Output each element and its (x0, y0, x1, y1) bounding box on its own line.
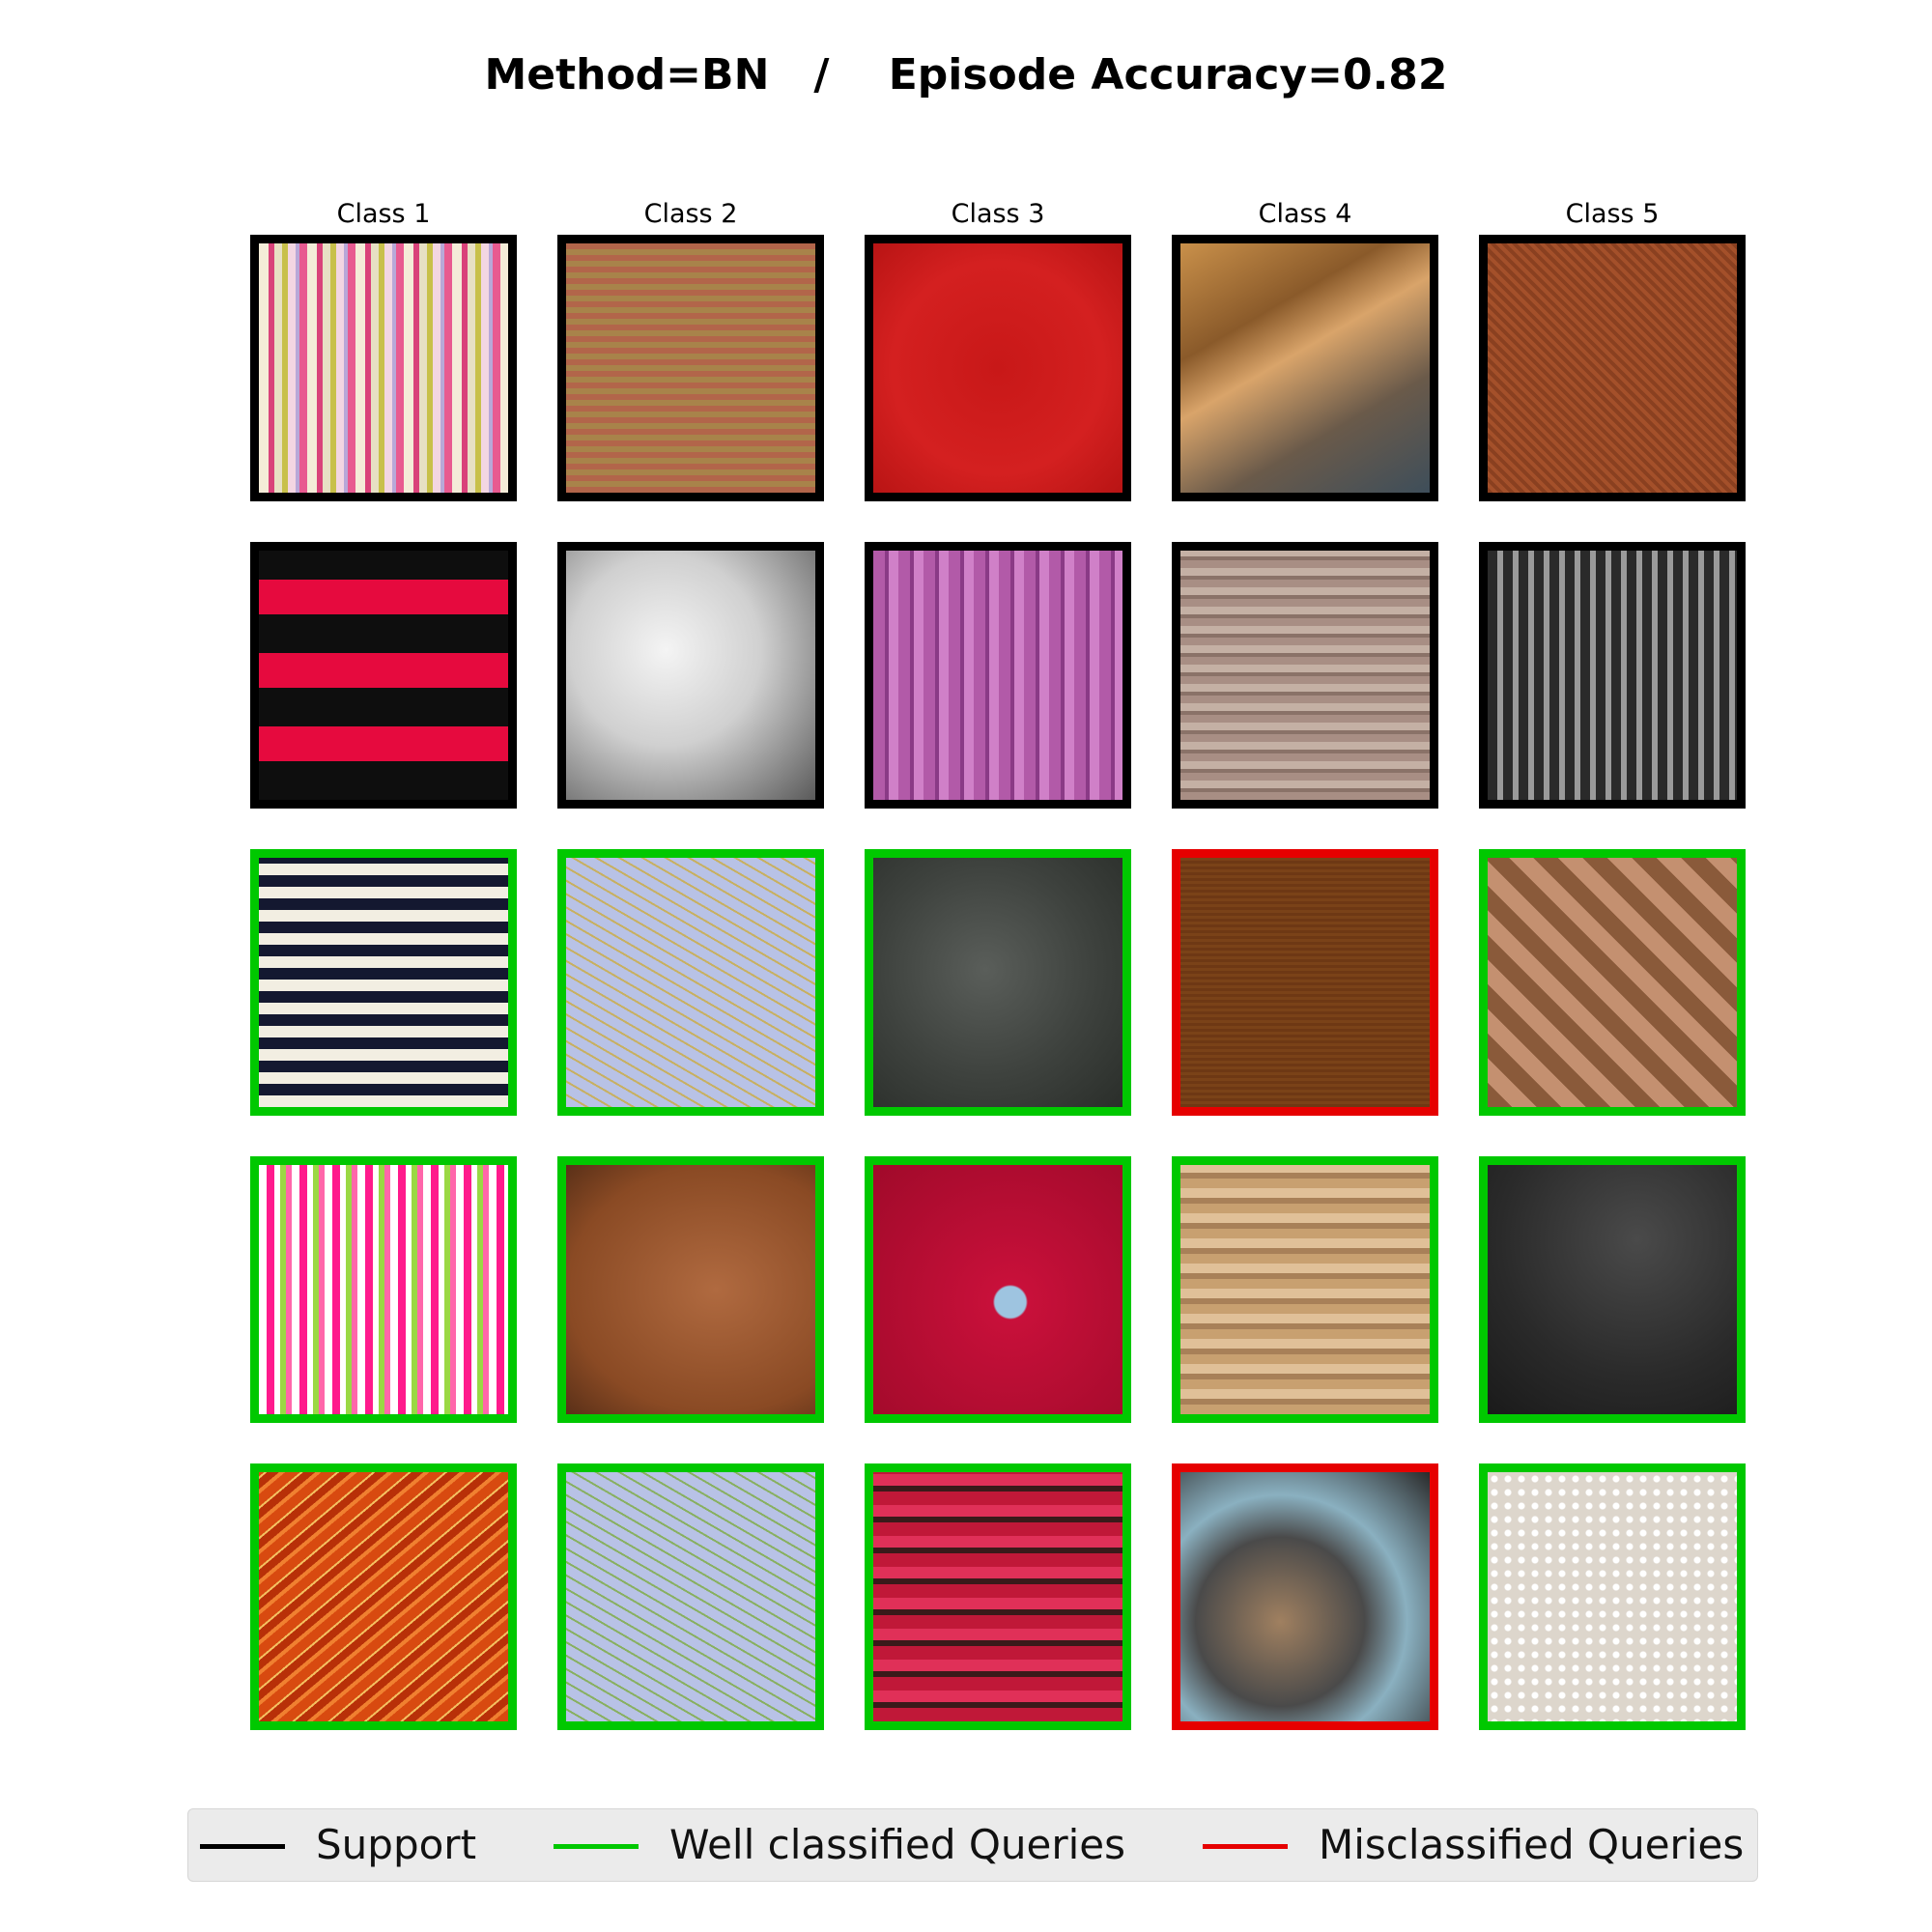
legend: Support Well classified Queries Misclass… (187, 1808, 1758, 1882)
texture-thumbnail (1488, 551, 1737, 800)
texture-thumbnail (1180, 243, 1430, 493)
query-image-class-4-query-row-2 (1172, 1156, 1438, 1423)
texture-thumbnail (1180, 551, 1430, 800)
support-image-class-3-support-row-1 (865, 235, 1131, 501)
support-image-class-5-support-row-1 (1479, 235, 1746, 501)
texture-thumbnail (1488, 1165, 1737, 1414)
texture-thumbnail (566, 243, 815, 493)
texture-thumbnail (1488, 1472, 1737, 1721)
query-image-class-5-query-row-3 (1479, 1463, 1746, 1730)
support-image-class-4-support-row-1 (1172, 235, 1438, 501)
texture-thumbnail (259, 1472, 508, 1721)
column-label-class-1: Class 1 (336, 199, 431, 229)
query-image-class-5-query-row-1 (1479, 849, 1746, 1116)
support-image-class-1-support-row-1 (250, 235, 517, 501)
support-image-class-1-support-row-2 (250, 542, 517, 809)
texture-thumbnail (1180, 1165, 1430, 1414)
query-image-class-3-query-row-3 (865, 1463, 1131, 1730)
support-image-class-4-support-row-2 (1172, 542, 1438, 809)
legend-wrong-label: Misclassified Queries (1319, 1821, 1745, 1868)
support-image-class-3-support-row-2 (865, 542, 1131, 809)
legend-correct-label: Well classified Queries (669, 1821, 1126, 1868)
texture-thumbnail (1488, 858, 1737, 1107)
texture-thumbnail (566, 551, 815, 800)
legend-support-line (200, 1844, 285, 1849)
column-label-class-2: Class 2 (643, 199, 738, 229)
query-image-class-2-query-row-2 (557, 1156, 824, 1423)
texture-thumbnail (566, 858, 815, 1107)
query-image-class-4-query-row-1 (1172, 849, 1438, 1116)
query-image-class-2-query-row-3 (557, 1463, 824, 1730)
texture-thumbnail (873, 551, 1122, 800)
texture-thumbnail (873, 1165, 1122, 1414)
query-image-class-5-query-row-2 (1479, 1156, 1746, 1423)
query-image-class-1-query-row-3 (250, 1463, 517, 1730)
query-image-class-3-query-row-2 (865, 1156, 1131, 1423)
texture-thumbnail (259, 551, 508, 800)
texture-thumbnail (1488, 243, 1737, 493)
texture-thumbnail (1180, 1472, 1430, 1721)
legend-wrong-line (1203, 1844, 1288, 1849)
query-image-class-3-query-row-1 (865, 849, 1131, 1116)
query-image-class-2-query-row-1 (557, 849, 824, 1116)
figure-title: Method=BN / Episode Accuracy=0.82 (484, 50, 1448, 99)
column-label-class-4: Class 4 (1258, 199, 1352, 229)
texture-thumbnail (259, 1165, 508, 1414)
legend-correct-line (554, 1844, 639, 1849)
texture-thumbnail (259, 243, 508, 493)
texture-thumbnail (259, 858, 508, 1107)
texture-thumbnail (873, 243, 1122, 493)
query-image-class-1-query-row-2 (250, 1156, 517, 1423)
legend-support-label: Support (316, 1821, 477, 1868)
support-image-class-2-support-row-1 (557, 235, 824, 501)
support-image-class-5-support-row-2 (1479, 542, 1746, 809)
texture-thumbnail (566, 1472, 815, 1721)
query-image-class-1-query-row-1 (250, 849, 517, 1116)
support-image-class-2-support-row-2 (557, 542, 824, 809)
texture-thumbnail (873, 858, 1122, 1107)
texture-thumbnail (566, 1165, 815, 1414)
column-label-class-3: Class 3 (951, 199, 1045, 229)
query-image-class-4-query-row-3 (1172, 1463, 1438, 1730)
texture-thumbnail (873, 1472, 1122, 1721)
column-label-class-5: Class 5 (1565, 199, 1660, 229)
texture-thumbnail (1180, 858, 1430, 1107)
